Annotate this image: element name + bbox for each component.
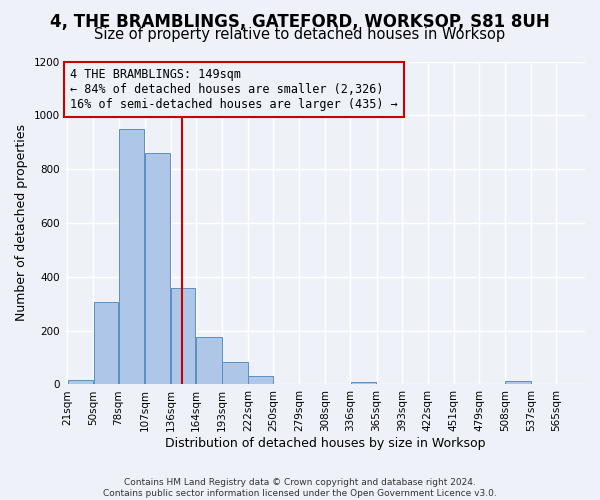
Bar: [145, 153, 170, 384]
Bar: [505, 381, 530, 384]
Bar: [171, 288, 196, 384]
Bar: [119, 129, 144, 384]
Y-axis label: Number of detached properties: Number of detached properties: [15, 124, 28, 322]
Bar: [223, 362, 248, 384]
Bar: [68, 380, 93, 384]
Bar: [196, 338, 221, 384]
Text: Size of property relative to detached houses in Worksop: Size of property relative to detached ho…: [94, 28, 506, 42]
Bar: [248, 376, 273, 384]
Text: Contains HM Land Registry data © Crown copyright and database right 2024.
Contai: Contains HM Land Registry data © Crown c…: [103, 478, 497, 498]
X-axis label: Distribution of detached houses by size in Worksop: Distribution of detached houses by size …: [164, 437, 485, 450]
Text: 4, THE BRAMBLINGS, GATEFORD, WORKSOP, S81 8UH: 4, THE BRAMBLINGS, GATEFORD, WORKSOP, S8…: [50, 12, 550, 30]
Bar: [351, 382, 376, 384]
Text: 4 THE BRAMBLINGS: 149sqm
← 84% of detached houses are smaller (2,326)
16% of sem: 4 THE BRAMBLINGS: 149sqm ← 84% of detach…: [70, 68, 398, 111]
Bar: [94, 302, 118, 384]
